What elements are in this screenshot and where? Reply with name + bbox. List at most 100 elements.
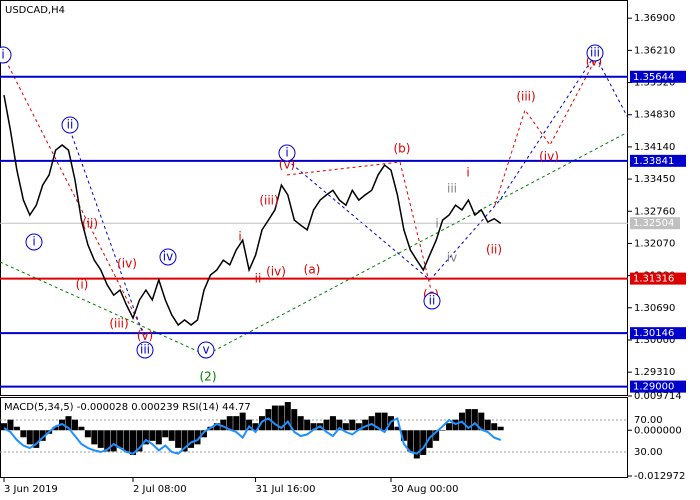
macd-bar <box>471 409 478 431</box>
wave-circle <box>197 341 215 359</box>
macd-bar <box>104 430 111 452</box>
macd-bar <box>65 416 72 431</box>
macd-bar <box>155 430 162 445</box>
macd-bar <box>439 430 446 431</box>
macd-bar <box>381 412 388 431</box>
y-tick-label: 1.35520 <box>634 78 675 89</box>
level-label: 1.29000 <box>633 382 674 393</box>
macd-bar <box>310 423 317 431</box>
macd-bar <box>84 430 91 438</box>
x-tick-label: 30 Aug 00:00 <box>391 484 458 495</box>
macd-bar <box>400 430 407 441</box>
wave-label: (a) <box>304 263 321 277</box>
wave-label: ii <box>429 294 436 308</box>
y-tick-label: 0.009714 <box>634 391 682 402</box>
y-tick-label: 1.34830 <box>634 110 675 121</box>
wave-circle <box>586 44 604 62</box>
wave-label: iv <box>163 250 173 264</box>
y2-tick-label: 70.00 <box>634 415 663 426</box>
y-tick-label: 1.32760 <box>634 206 675 217</box>
level-box <box>630 154 686 167</box>
macd-bar <box>33 430 40 448</box>
level-box <box>630 70 686 83</box>
wave-label: (iii) <box>259 194 278 208</box>
level-box <box>630 272 686 285</box>
macd-bar <box>297 416 304 431</box>
macd-bar <box>394 426 401 431</box>
wave-label: iv <box>447 251 457 265</box>
macd-bar <box>284 402 291 431</box>
wave-circle <box>159 248 177 266</box>
macd-bar <box>497 426 504 431</box>
macd-bar <box>200 430 207 438</box>
y-tick-label: -0.012972 <box>634 471 685 482</box>
y-tick-label: 1.29310 <box>634 367 675 378</box>
current-price-box <box>630 217 680 230</box>
wave-label: (2) <box>200 370 217 384</box>
macd-bar <box>433 430 440 441</box>
macd-bar <box>130 430 136 455</box>
level-label: 1.31316 <box>633 274 674 285</box>
y-tick-label: 1.30690 <box>634 303 675 314</box>
macd-bar <box>407 430 414 452</box>
macd-bar <box>252 423 259 431</box>
macd-bar <box>175 430 182 448</box>
x-tick-label: 31 Jul 16:00 <box>256 484 316 495</box>
y-tick-label: 1.30000 <box>634 335 675 346</box>
macd-bar <box>136 430 143 452</box>
macd-bar <box>220 419 227 431</box>
wave-label: (iv) <box>117 257 137 271</box>
x-tick-label: 3 Jun 2019 <box>4 484 58 495</box>
wave-circle <box>278 144 296 162</box>
x-tick-label: 2 Jul 08:00 <box>133 484 187 495</box>
macd-bar <box>194 430 201 445</box>
y-tick-label: 1.33450 <box>634 174 675 185</box>
price-line <box>3 94 502 327</box>
wave-circle <box>61 116 79 134</box>
wave-circle <box>136 341 154 359</box>
rsi-line <box>3 416 502 455</box>
macd-bar <box>117 430 124 448</box>
main-panel-frame <box>0 0 628 396</box>
macd-bar <box>484 419 491 431</box>
wave-label: (iii) <box>109 317 128 331</box>
wave-label: i <box>1 48 4 62</box>
macd-bar <box>91 430 98 445</box>
macd-bar <box>78 426 85 431</box>
y-tick-label: 1.32070 <box>634 238 675 249</box>
macd-bar <box>491 423 498 431</box>
macd-bar <box>71 419 78 431</box>
macd-bar <box>420 430 427 455</box>
y-tick-label: 1.36900 <box>634 13 675 24</box>
macd-bar <box>149 430 156 441</box>
wave-label: iii <box>140 343 150 357</box>
macd-bar <box>329 416 336 431</box>
macd-bar <box>13 426 20 431</box>
macd-bar <box>213 423 220 431</box>
macd-bar <box>1 423 7 431</box>
wave-lines <box>0 54 629 356</box>
macd-bar <box>188 430 195 448</box>
level-label: 1.30146 <box>633 328 674 339</box>
wave-circle <box>423 292 441 310</box>
wave-label: iii <box>447 182 457 196</box>
wave-label: (i) <box>76 278 89 292</box>
macd-bar <box>342 423 349 431</box>
macd-bar <box>226 416 233 431</box>
wave-label: i <box>435 217 438 231</box>
macd-bar <box>246 419 253 431</box>
wave-label: ii <box>67 118 74 132</box>
macd-bar <box>110 430 117 452</box>
wave-label: i <box>238 230 241 244</box>
y-tick-label: 0.000000 <box>634 425 682 436</box>
indicator-panel-frame <box>0 397 628 478</box>
wave-label: (b) <box>394 142 411 156</box>
macd-bar <box>142 430 149 445</box>
level-box <box>630 380 686 393</box>
macd-bar <box>52 426 59 431</box>
wave-label: (iv) <box>539 150 559 164</box>
y-tick-label: 1.36210 <box>634 45 675 56</box>
wave-label: (v) <box>137 329 153 343</box>
